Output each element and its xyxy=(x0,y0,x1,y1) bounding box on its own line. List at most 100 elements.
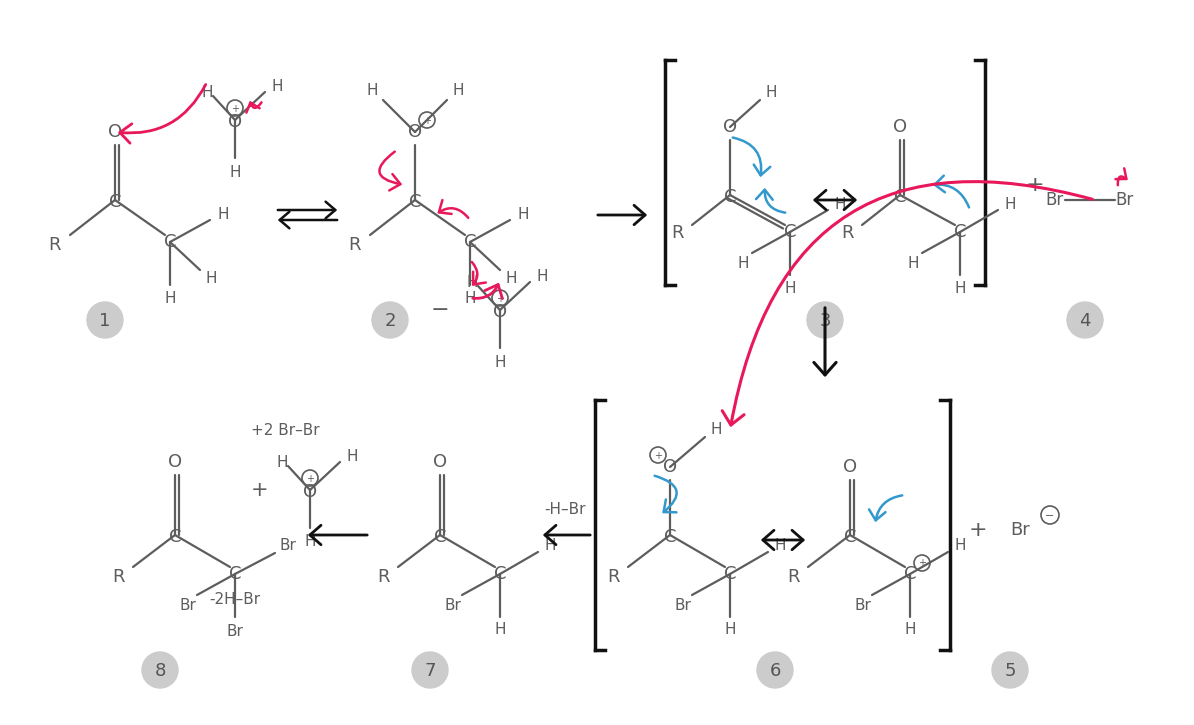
Text: H: H xyxy=(464,291,475,305)
Text: +: + xyxy=(918,558,927,568)
Text: H: H xyxy=(346,449,358,463)
Text: 3: 3 xyxy=(819,312,831,329)
Text: H: H xyxy=(954,281,966,296)
FancyArrowPatch shape xyxy=(814,308,836,375)
Text: O: O xyxy=(303,483,318,501)
Text: O: O xyxy=(168,453,181,471)
Text: R: R xyxy=(672,224,684,242)
Text: Br: Br xyxy=(279,539,296,553)
Text: +2 Br–Br: +2 Br–Br xyxy=(251,423,319,437)
Text: −: − xyxy=(431,300,449,320)
Text: C: C xyxy=(229,565,241,583)
Text: +: + xyxy=(496,294,504,304)
Text: H: H xyxy=(304,534,315,550)
Text: Br: Br xyxy=(444,597,461,613)
Text: 1: 1 xyxy=(99,312,111,329)
FancyArrowPatch shape xyxy=(733,138,770,175)
FancyArrowPatch shape xyxy=(1115,168,1126,185)
Text: H: H xyxy=(737,255,749,270)
Text: C: C xyxy=(168,528,181,546)
Text: R: R xyxy=(608,568,620,586)
Text: 7: 7 xyxy=(424,661,436,679)
Text: O: O xyxy=(722,118,737,136)
Circle shape xyxy=(412,652,448,688)
Text: O: O xyxy=(843,458,857,476)
Text: C: C xyxy=(894,188,906,206)
Text: H: H xyxy=(229,165,241,180)
Text: -2H–Br: -2H–Br xyxy=(209,592,260,608)
Text: Br: Br xyxy=(179,597,197,613)
Text: R: R xyxy=(842,224,854,242)
Text: C: C xyxy=(724,188,737,206)
Text: H: H xyxy=(276,455,288,470)
FancyArrowPatch shape xyxy=(654,476,677,513)
Text: C: C xyxy=(954,223,966,241)
Text: +: + xyxy=(251,480,269,500)
FancyArrowPatch shape xyxy=(869,495,903,521)
Text: O: O xyxy=(228,113,242,131)
FancyArrowPatch shape xyxy=(279,212,337,228)
Text: 5: 5 xyxy=(1004,661,1016,679)
Text: H: H xyxy=(367,83,377,97)
FancyArrowPatch shape xyxy=(722,181,1093,425)
Text: O: O xyxy=(433,453,447,471)
Text: R: R xyxy=(112,568,125,586)
Text: +: + xyxy=(423,115,431,125)
Text: O: O xyxy=(663,458,677,476)
Text: H: H xyxy=(954,539,966,553)
Text: C: C xyxy=(844,528,856,546)
Text: H: H xyxy=(494,355,506,370)
Text: +: + xyxy=(654,450,661,460)
Text: H: H xyxy=(774,539,786,553)
Text: H: H xyxy=(907,255,918,270)
Text: H: H xyxy=(765,85,777,99)
Text: H: H xyxy=(217,207,229,222)
Text: +: + xyxy=(306,473,314,484)
Text: Br: Br xyxy=(675,597,691,613)
Text: C: C xyxy=(664,528,676,546)
Text: 2: 2 xyxy=(384,312,395,329)
Text: H: H xyxy=(544,539,555,553)
Text: H: H xyxy=(466,275,478,289)
Text: H: H xyxy=(517,207,529,222)
FancyArrowPatch shape xyxy=(935,175,970,207)
Text: H: H xyxy=(453,83,463,97)
Text: R: R xyxy=(377,568,390,586)
FancyArrowPatch shape xyxy=(278,202,336,218)
Text: R: R xyxy=(49,236,61,254)
Text: +: + xyxy=(1026,175,1045,195)
Text: H: H xyxy=(784,281,795,296)
Text: H: H xyxy=(904,623,916,637)
Text: O: O xyxy=(107,123,122,141)
Text: Br: Br xyxy=(1116,191,1134,209)
Text: R: R xyxy=(788,568,800,586)
Text: H: H xyxy=(494,623,506,637)
Text: H: H xyxy=(710,421,721,436)
Text: +: + xyxy=(968,520,987,540)
Text: H: H xyxy=(835,196,845,212)
Text: H: H xyxy=(202,85,213,99)
Text: C: C xyxy=(724,565,737,583)
Text: H: H xyxy=(165,291,176,305)
Text: O: O xyxy=(493,303,507,321)
Text: 8: 8 xyxy=(154,661,166,679)
Text: O: O xyxy=(893,118,907,136)
Text: Br: Br xyxy=(227,624,244,639)
Text: H: H xyxy=(271,78,283,94)
Circle shape xyxy=(1067,302,1103,338)
FancyArrowPatch shape xyxy=(598,205,645,225)
Circle shape xyxy=(87,302,123,338)
Text: 6: 6 xyxy=(769,661,781,679)
Circle shape xyxy=(142,652,178,688)
FancyArrowPatch shape xyxy=(246,102,261,112)
FancyArrowPatch shape xyxy=(380,152,400,191)
Text: C: C xyxy=(164,233,177,251)
Text: H: H xyxy=(1004,196,1016,212)
Text: C: C xyxy=(433,528,447,546)
FancyArrowPatch shape xyxy=(439,200,468,218)
Text: +: + xyxy=(230,104,239,114)
Circle shape xyxy=(757,652,793,688)
FancyArrowPatch shape xyxy=(119,85,205,143)
Text: C: C xyxy=(494,565,506,583)
Text: C: C xyxy=(463,233,476,251)
